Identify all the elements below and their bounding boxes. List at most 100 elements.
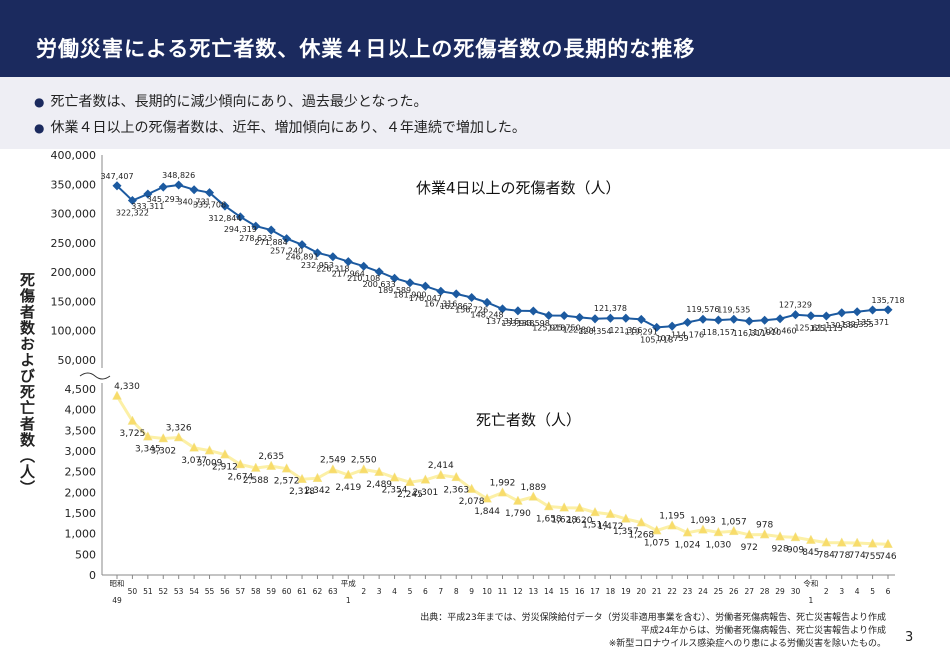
- injury-data-label: 278,623: [239, 234, 272, 243]
- injury-point: [420, 281, 430, 291]
- trend-chart: 400,000350,000300,000250,000200,000150,0…: [51, 150, 905, 605]
- death-data-label: 1,075: [644, 539, 670, 549]
- injury-point: [204, 188, 215, 198]
- summary-text-1: 死亡者数は、長期的に減少傾向にあり、過去最少となった。: [50, 94, 428, 110]
- injury-point: [575, 312, 585, 322]
- summary-panel: ● 死亡者数は、長期的に減少傾向にあり、過去最少となった。 ● 休業４日以上の死傷者…: [0, 77, 950, 149]
- x-tick-label: 5: [870, 587, 875, 596]
- death-point: [466, 483, 477, 493]
- injury-data-label: 347,407: [100, 172, 133, 181]
- injury-point: [621, 313, 631, 323]
- injury-point: [513, 306, 523, 316]
- injury-point: [775, 314, 785, 324]
- injury-data-label: 156,726: [455, 305, 488, 314]
- x-tick-label: 12: [513, 587, 523, 596]
- injury-data-label: 271,884: [255, 238, 288, 247]
- x-tick-label: 3: [377, 587, 382, 596]
- death-point: [574, 502, 585, 512]
- injury-data-label: 312,844: [208, 214, 241, 223]
- x-tick-label: 24: [698, 587, 708, 596]
- injury-point: [837, 308, 847, 318]
- x-tick-label: 27: [744, 587, 754, 596]
- death-point: [343, 469, 354, 479]
- x-tick-label: 54: [189, 587, 199, 596]
- injury-data-label: 226,318: [316, 265, 349, 274]
- x-tick-label: 16: [575, 587, 585, 596]
- injury-data-label: 176,047: [409, 294, 442, 303]
- injury-point: [760, 315, 770, 325]
- death-data-label: 1,357: [613, 527, 639, 537]
- page-number: 3: [905, 630, 914, 645]
- injury-data-label: 133,598: [517, 319, 550, 328]
- x-tick-label: 57: [236, 587, 246, 596]
- injury-point: [790, 310, 801, 320]
- source-line-1: 出典：平成23年までは、労災保険給付データ（労災非適用事業を含む）、労働者死傷病…: [420, 613, 886, 623]
- injury-data-label: 345,293: [147, 195, 180, 204]
- x-tick-label: 10: [482, 587, 492, 596]
- injury-data-label: 181,900: [393, 291, 426, 300]
- death-data-label: 1,472: [598, 522, 624, 532]
- death-point: [189, 442, 200, 452]
- injury-data-label: 322,322: [116, 208, 149, 217]
- injury-point: [312, 248, 322, 258]
- death-data-label: 3,009: [197, 459, 223, 469]
- x-tick-label: 22: [667, 587, 677, 596]
- death-point: [142, 431, 153, 441]
- death-data-label: 2,354: [382, 486, 408, 496]
- injury-data-label: 333,311: [131, 202, 164, 211]
- injury-data-label: 200,633: [363, 280, 396, 289]
- y-tick-label-bottom: 0: [89, 569, 96, 582]
- injury-point: [127, 195, 137, 206]
- death-data-label: 1,268: [628, 531, 654, 541]
- injury-data-label: 105,718: [640, 335, 673, 344]
- death-data-label: 1,195: [659, 512, 685, 522]
- death-point: [667, 520, 678, 530]
- death-data-label: 1,093: [690, 516, 716, 526]
- x-tick-label: 51: [143, 587, 153, 596]
- death-point: [559, 502, 570, 512]
- source-note: 出典：平成23年までは、労災保険給付データ（労災非適用事業を含む）、労働者死傷病…: [420, 612, 886, 651]
- injury-point: [528, 306, 538, 316]
- death-data-label: 4,330: [114, 382, 140, 392]
- death-point: [220, 449, 230, 459]
- y-tick-label-bottom: 4,500: [65, 383, 97, 396]
- death-point: [867, 538, 878, 548]
- death-data-label: 2,572: [274, 477, 300, 487]
- x-tick-label: 60: [282, 587, 292, 596]
- death-data-label: 1,889: [520, 483, 546, 493]
- death-point: [497, 487, 508, 497]
- x-tick-label: 18: [606, 587, 616, 596]
- y-tick-label-top: 250,000: [51, 237, 97, 250]
- death-point: [836, 537, 847, 547]
- x-tick-label: 昭和: [110, 579, 125, 588]
- injury-data-label: 121,356: [609, 326, 642, 335]
- x-tick-label: 20: [637, 587, 647, 596]
- death-point: [158, 432, 169, 443]
- injury-data-label: 135,371: [856, 318, 889, 327]
- death-data-label: 2,245: [397, 490, 423, 500]
- x-tick-label: 9: [469, 587, 474, 596]
- death-data-label: 1,992: [490, 479, 516, 489]
- death-point: [374, 466, 385, 476]
- death-point: [682, 527, 693, 537]
- death-data-label: 1,030: [705, 540, 731, 550]
- death-point: [590, 506, 600, 517]
- x-tick-label: 49: [112, 596, 122, 605]
- death-point: [651, 525, 662, 535]
- series-title-deaths: 死亡者数（人）: [476, 411, 581, 429]
- injury-point: [636, 314, 646, 324]
- injury-data-label: 125,611: [794, 324, 827, 333]
- injury-data-label: 119,535: [717, 305, 750, 314]
- death-data-label: 3,302: [150, 447, 176, 457]
- x-tick-label: 6: [423, 587, 428, 596]
- death-data-label: 1,514: [582, 520, 608, 530]
- summary-bullet-1: ● 死亡者数は、長期的に減少傾向にあり、過去最少となった。: [34, 91, 428, 111]
- death-data-label: 1,844: [474, 507, 500, 517]
- header-bar: 労働災害による死亡者数、休業４日以上の死傷者数の長期的な推移: [0, 0, 950, 77]
- x-tick-label: 11: [498, 587, 508, 596]
- injury-point: [883, 305, 893, 315]
- y-tick-label-bottom: 1,500: [65, 507, 97, 520]
- death-point: [605, 508, 616, 518]
- injury-point: [282, 234, 292, 244]
- x-tick-label: 58: [251, 587, 261, 596]
